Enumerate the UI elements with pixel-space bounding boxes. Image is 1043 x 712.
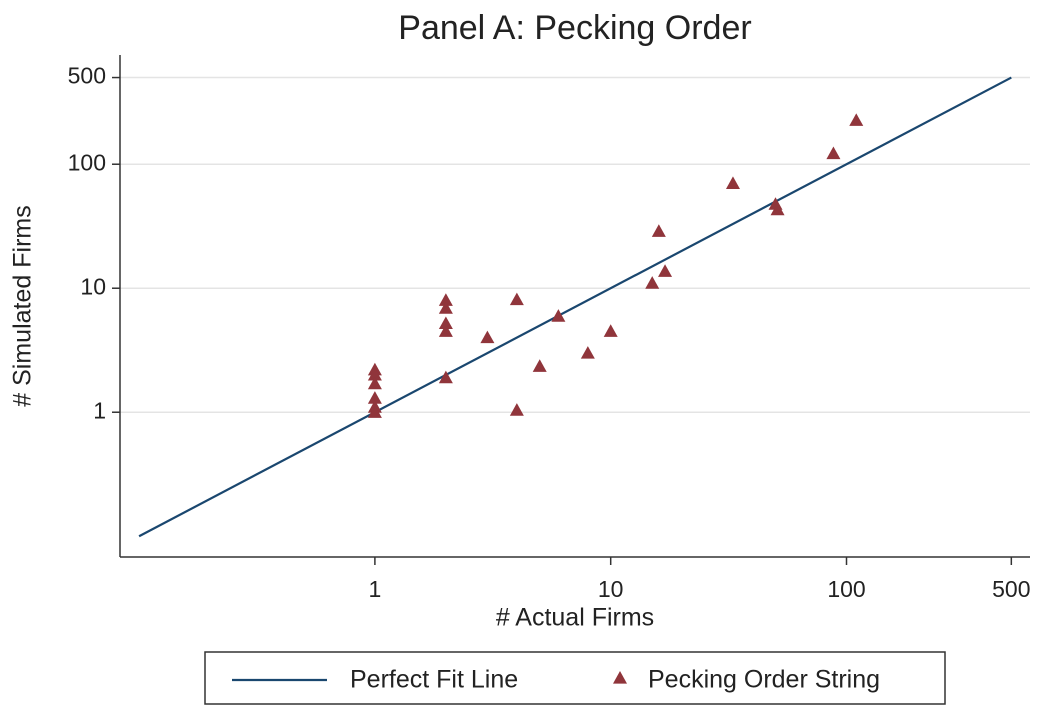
marker <box>438 301 453 314</box>
marker <box>849 113 864 126</box>
marker <box>509 403 524 416</box>
marker <box>438 316 453 330</box>
chart-title: Panel A: Pecking Order <box>398 9 751 47</box>
marker <box>367 376 382 390</box>
y-tick-label: 500 <box>68 63 106 89</box>
marker <box>826 146 841 160</box>
marker <box>367 405 382 418</box>
marker <box>532 359 547 372</box>
marker <box>438 324 453 337</box>
marker <box>645 276 660 289</box>
y-axis-label: # Simulated Firms <box>9 205 37 406</box>
marker <box>603 324 618 337</box>
legend-key <box>613 671 627 684</box>
marker <box>367 391 382 404</box>
marker <box>725 176 740 190</box>
marker <box>658 264 673 277</box>
x-tick-label: 1 <box>368 576 381 602</box>
y-tick-label: 1 <box>93 397 106 423</box>
marker <box>438 293 453 306</box>
marker <box>480 330 495 344</box>
marker <box>580 346 595 359</box>
marker <box>438 370 453 384</box>
marker <box>551 309 566 322</box>
x-tick-label: 10 <box>598 576 624 602</box>
y-tick-label: 10 <box>80 273 106 299</box>
marker <box>770 202 785 216</box>
legend-label: Pecking Order String <box>648 666 880 694</box>
marker <box>509 292 524 306</box>
marker <box>651 224 666 237</box>
legend-label: Perfect Fit Line <box>350 666 518 694</box>
x-tick-label: 100 <box>827 576 865 602</box>
legend-box <box>204 651 946 705</box>
y-tick-label: 100 <box>68 149 106 175</box>
x-axis-label: # Actual Firms <box>496 604 654 632</box>
marker <box>367 367 382 381</box>
fit-line <box>138 76 1012 538</box>
x-tick-label: 500 <box>992 576 1030 602</box>
